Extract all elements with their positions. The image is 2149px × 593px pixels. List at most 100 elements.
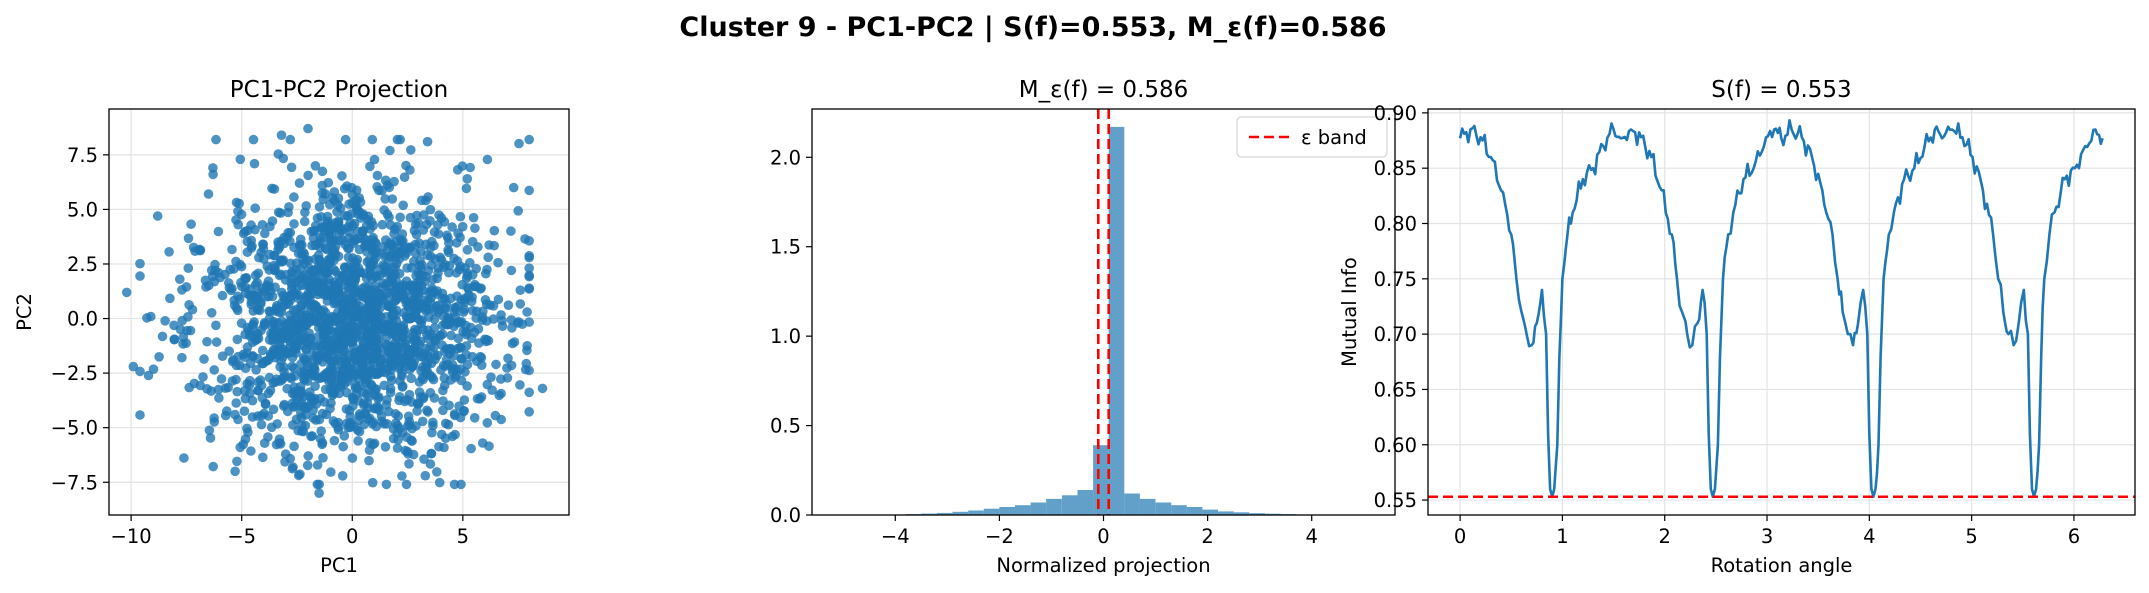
scatter-point <box>226 285 236 296</box>
scatter-point <box>402 263 412 273</box>
scatter-point <box>303 170 313 181</box>
histogram-bar <box>1030 502 1047 515</box>
scatter-point <box>242 423 252 434</box>
scatter-point <box>385 220 396 230</box>
x-tick-label: 4 <box>1306 525 1318 548</box>
scatter-point <box>327 193 338 203</box>
x-tick-label: 3 <box>1761 525 1773 548</box>
scatter-point <box>320 260 331 270</box>
scatter-point <box>386 319 397 330</box>
scatter-point <box>482 418 493 428</box>
scatter-point <box>496 388 506 399</box>
scatter-point <box>386 347 396 357</box>
scatter-point <box>202 336 212 347</box>
scatter-point <box>190 246 200 256</box>
scatter-point <box>310 161 321 171</box>
scatter-point <box>337 171 347 181</box>
scatter-point <box>458 307 469 317</box>
scatter-point <box>338 441 349 452</box>
scatter-point <box>232 386 242 397</box>
x-tick-label: 2 <box>1659 525 1671 548</box>
scatter-point <box>353 396 364 406</box>
scatter-point <box>359 409 370 420</box>
scatter-point <box>199 354 209 364</box>
scatter-point <box>211 134 221 145</box>
histogram-bar <box>1124 493 1140 515</box>
scatter-point <box>493 257 503 268</box>
scatter-point <box>285 134 296 145</box>
scatter-point <box>345 218 356 228</box>
scatter-point <box>299 330 309 340</box>
x-axis-label: Rotation angle <box>1711 554 1853 577</box>
scatter-point <box>429 350 440 360</box>
scatter-point <box>399 325 410 336</box>
scatter-panel: −10 −5 0 5 −7.5 −5.0 −2.5 0.0 2.5 5.0 7.5 PC1-PC2 P… <box>13 77 570 577</box>
scatter-point <box>289 441 299 452</box>
scatter-point <box>524 270 534 281</box>
scatter-point <box>421 195 431 206</box>
scatter-point <box>291 258 302 268</box>
scatter-point <box>286 372 296 382</box>
scatter-point <box>233 219 243 230</box>
scatter-point <box>239 406 250 417</box>
scatter-point <box>406 397 417 407</box>
scatter-point <box>465 322 476 333</box>
scatter-point <box>405 212 416 223</box>
scatter-point <box>444 238 454 248</box>
scatter-point <box>263 388 274 399</box>
legend-box <box>1236 116 1388 158</box>
scatter-point <box>423 295 433 306</box>
scatter-point <box>515 299 526 309</box>
scatter-point <box>395 212 406 223</box>
scatter-point <box>385 145 395 156</box>
scatter-point <box>462 268 473 278</box>
scatter-point <box>258 358 269 369</box>
scatter-point <box>232 334 243 345</box>
scatter-point <box>396 350 407 361</box>
scatter-point <box>369 438 380 449</box>
y-tick-label: 0.80 <box>1374 212 1417 235</box>
scatter-point <box>427 372 437 383</box>
scatter-point <box>257 220 268 230</box>
scatter-point <box>256 247 266 258</box>
x-tick-label: 1 <box>1556 525 1568 548</box>
scatter-point <box>285 290 295 301</box>
scatter-point <box>342 376 352 387</box>
scatter-point <box>258 452 268 463</box>
scatter-point <box>204 425 215 436</box>
scatter-point <box>322 267 333 277</box>
scatter-point <box>135 410 145 420</box>
y-tick-label: 7.5 <box>67 144 98 167</box>
scatter-point <box>339 431 350 441</box>
scatter-point <box>514 138 524 149</box>
scatter-point <box>447 222 457 232</box>
grid <box>1428 109 2135 515</box>
scatter-point <box>302 275 313 286</box>
panel-title: M_ε(f) = 0.586 <box>1019 77 1189 103</box>
scatter-point <box>409 256 419 267</box>
scatter-point <box>427 285 438 296</box>
y-tick-label: 0.55 <box>1374 489 1417 512</box>
scatter-point <box>383 363 393 374</box>
scatter-point <box>462 245 473 255</box>
scatter-point <box>314 414 325 425</box>
scatter-point <box>313 286 323 297</box>
scatter-point <box>267 183 277 194</box>
scatter-point <box>217 290 228 301</box>
scatter-point <box>466 443 476 454</box>
scatter-point <box>317 188 328 198</box>
scatter-point <box>358 324 369 334</box>
scatter-point <box>456 295 467 305</box>
scatter-point <box>537 383 548 394</box>
scatter-point <box>282 383 293 394</box>
scatter-point <box>277 316 287 326</box>
scatter-point <box>311 399 322 409</box>
x-tick-label: −10 <box>111 525 152 548</box>
scatter-point <box>270 265 280 275</box>
scatter-point <box>416 263 426 273</box>
y-axis-label: PC2 <box>13 293 36 331</box>
scatter-point <box>351 185 362 196</box>
scatter-point <box>332 207 342 217</box>
scatter-point <box>346 419 356 430</box>
plot-frame <box>1427 108 2136 516</box>
